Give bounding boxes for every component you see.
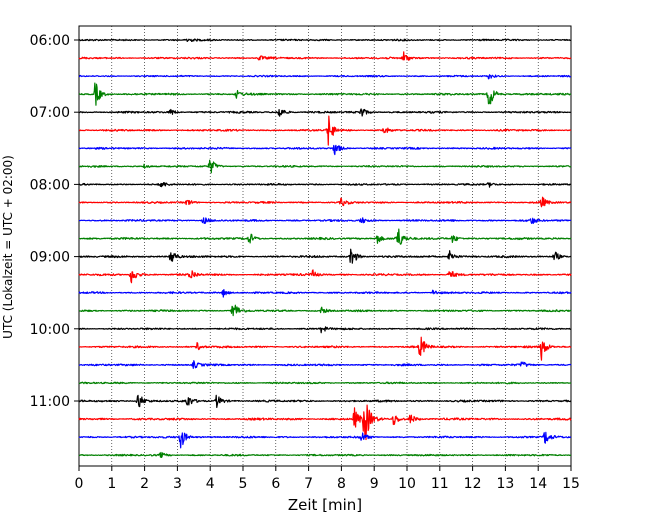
trace-group (78, 38, 572, 459)
trace-0745 (78, 159, 572, 174)
trace-1000 (78, 326, 572, 334)
trace-0915 (78, 269, 572, 284)
trace-0815 (78, 196, 572, 208)
trace-0615 (78, 51, 572, 61)
x-tick-label: 11 (431, 476, 449, 492)
trace-0715 (78, 115, 572, 146)
x-tick-label: 2 (140, 476, 149, 492)
x-tick-label: 15 (562, 476, 580, 492)
trace-1130 (78, 431, 572, 449)
x-tick-label: 9 (370, 476, 379, 492)
trace-1115 (78, 404, 572, 441)
trace-0800 (78, 181, 572, 188)
trace-0900 (78, 248, 572, 264)
trace-0700 (78, 108, 572, 117)
x-tick-label: 12 (464, 476, 482, 492)
vertical-grid (111, 26, 539, 466)
plot-frame (78, 25, 572, 467)
x-tick-label: 10 (398, 476, 416, 492)
y-tick-label: 09:00 (30, 250, 70, 266)
x-tick-label: 3 (173, 476, 182, 492)
y-tick-label: 11:00 (30, 394, 70, 410)
trace-1030 (78, 360, 572, 369)
y-tick-label: 07:00 (30, 105, 70, 121)
y-tick-label: 06:00 (30, 33, 70, 49)
x-tick-label: 8 (337, 476, 346, 492)
trace-1100 (78, 394, 572, 409)
trace-1145 (78, 451, 572, 459)
x-tick-label: 0 (75, 476, 84, 492)
y-tick-label: 10:00 (30, 322, 70, 338)
x-tick-label: 1 (107, 476, 116, 492)
trace-0600 (78, 38, 572, 43)
x-tick-label: 4 (206, 476, 215, 492)
x-tick-label: 7 (304, 476, 313, 492)
trace-0930 (78, 288, 572, 298)
y-tick-label: 08:00 (30, 177, 70, 193)
x-tick-label: 5 (239, 476, 248, 492)
trace-0945 (78, 304, 572, 317)
x-axis-label: Zeit [min] (288, 496, 362, 514)
trace-0845 (78, 228, 572, 245)
x-tick-label: 6 (271, 476, 280, 492)
trace-0730 (78, 144, 572, 156)
trace-0630 (78, 74, 572, 80)
x-tick-label: 14 (529, 476, 547, 492)
trace-0830 (78, 217, 572, 224)
x-tick-label: 13 (496, 476, 514, 492)
x-axis-ticks: 0 1 2 3 4 5 6 7 8 9 10 11 12 13 14 15 (75, 466, 580, 492)
trace-1045 (78, 381, 572, 385)
trace-0645 (78, 82, 572, 106)
trace-1015 (78, 336, 572, 361)
y-axis-label: UTC (Lokalzeit = UTC + 02:00) (1, 155, 15, 339)
y-axis-ticks: 06:00 07:00 08:00 09:00 10:00 11:00 (30, 33, 79, 410)
